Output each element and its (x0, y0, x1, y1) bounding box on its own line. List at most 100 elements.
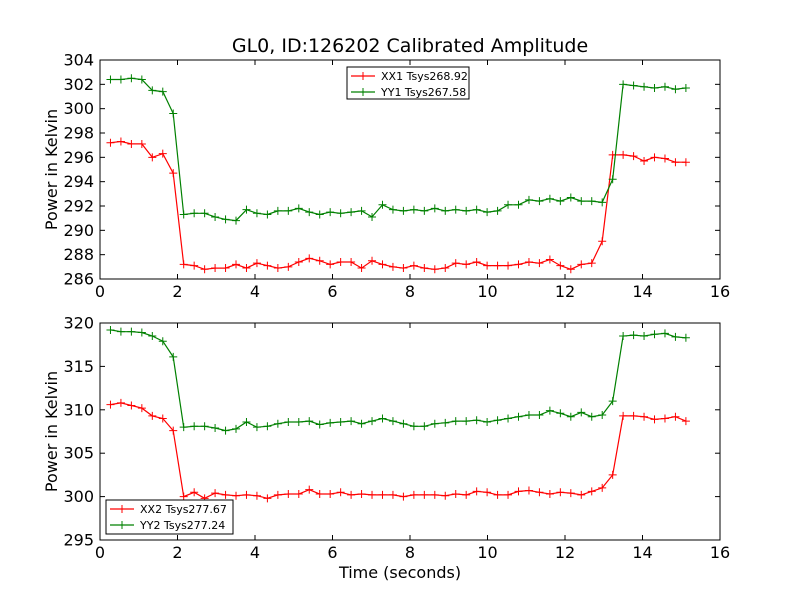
data-point-marker (608, 175, 617, 184)
y-tick-label: 290 (63, 221, 94, 240)
data-point-marker (347, 490, 356, 499)
data-point-marker (242, 205, 251, 214)
data-point-marker (598, 198, 607, 207)
y-tick-label: 304 (63, 51, 94, 70)
legend: XX2 Tsys277.67 YY2 Tsys277.24 (105, 499, 234, 535)
data-point-marker (430, 490, 439, 499)
y-tick-label: 320 (63, 314, 94, 333)
x-tick-label: 10 (477, 543, 497, 562)
data-point-marker (357, 206, 366, 215)
data-point-marker (263, 422, 272, 431)
x-tick-label: 4 (250, 282, 260, 301)
data-point-marker (608, 397, 617, 406)
data-point-marker (190, 488, 199, 497)
data-point-marker (681, 417, 690, 426)
data-point-marker (483, 261, 492, 270)
data-point-marker (524, 411, 533, 420)
data-point-marker (587, 197, 596, 206)
data-point-marker (681, 158, 690, 167)
y-tick-label: 302 (63, 75, 94, 94)
data-point-marker (273, 206, 282, 215)
data-point-marker (200, 209, 209, 218)
data-point-marker (535, 197, 544, 206)
data-point-marker (137, 328, 146, 337)
data-point-marker (493, 206, 502, 215)
data-point-marker (190, 261, 199, 270)
data-point-marker (420, 422, 429, 431)
data-point-marker (441, 206, 450, 215)
legend-label: XX1 Tsys268.92 (381, 70, 468, 83)
data-point-marker (524, 486, 533, 495)
data-point-marker (409, 205, 418, 214)
data-point-marker (681, 333, 690, 342)
data-point-marker (242, 264, 251, 273)
data-point-marker (315, 256, 324, 265)
data-point-marker (263, 210, 272, 219)
data-point-marker (535, 488, 544, 497)
data-point-marker (273, 264, 282, 273)
data-point-marker (169, 109, 178, 118)
x-tick-label: 0 (95, 282, 105, 301)
data-point-marker (106, 75, 115, 84)
legend-marker (118, 505, 126, 513)
data-point-marker (399, 492, 408, 501)
y-axis-label: Power in Kelvin (42, 371, 61, 492)
data-point-marker (556, 261, 565, 270)
data-point-marker (671, 412, 680, 421)
plot-panel-1: GL0, ID:126202 Calibrated Amplitude 0 2 4 6 8… (42, 35, 730, 301)
data-point-marker (137, 139, 146, 148)
data-point-marker (483, 208, 492, 217)
data-point-marker (232, 260, 241, 269)
data-point-marker (524, 195, 533, 204)
data-point-marker (535, 411, 544, 420)
data-point-marker (493, 490, 502, 499)
data-point-marker (493, 416, 502, 425)
data-point-marker (514, 412, 523, 421)
data-point-marker (556, 409, 565, 418)
data-point-marker (315, 489, 324, 498)
data-point-marker (169, 426, 178, 435)
data-point-marker (598, 411, 607, 420)
data-point-marker (336, 209, 345, 218)
data-point-marker (273, 490, 282, 499)
data-point-marker (305, 485, 314, 494)
data-point-marker (545, 406, 554, 415)
data-point-marker (545, 489, 554, 498)
data-point-marker (357, 264, 366, 273)
data-point-marker (441, 491, 450, 500)
data-point-marker (671, 332, 680, 341)
data-point-marker (232, 491, 241, 500)
data-point-marker (430, 265, 439, 274)
data-point-marker (232, 424, 241, 433)
x-axis-label: Time (seconds) (338, 563, 461, 582)
legend-label: XX2 Tsys277.67 (140, 503, 227, 516)
y-tick-label: 310 (63, 400, 94, 419)
data-point-marker (368, 490, 377, 499)
data-point-marker (556, 197, 565, 206)
data-point-marker (629, 331, 638, 340)
data-point-marker (619, 80, 628, 89)
data-point-marker (388, 262, 397, 271)
data-point-marker (263, 261, 272, 270)
x-tick-label: 2 (172, 282, 182, 301)
data-point-marker (640, 332, 649, 341)
data-point-marker (472, 257, 481, 266)
data-point-marker (681, 83, 690, 92)
data-point-marker (650, 83, 659, 92)
series-line-1 (110, 402, 687, 499)
data-point-marker (483, 488, 492, 497)
data-point-marker (368, 417, 377, 426)
data-point-marker (211, 264, 220, 273)
data-point-marker (200, 422, 209, 431)
data-point-marker (378, 200, 387, 209)
data-point-marker (409, 422, 418, 431)
data-point-marker (169, 169, 178, 178)
x-tick-label: 12 (555, 282, 575, 301)
y-tick-label: 300 (63, 487, 94, 506)
data-point-marker (116, 398, 125, 407)
data-point-marker (158, 87, 167, 96)
data-point-marker (629, 411, 638, 420)
data-point-marker (640, 82, 649, 91)
data-point-marker (587, 259, 596, 268)
legend-label: YY2 Tsys277.24 (139, 519, 225, 532)
